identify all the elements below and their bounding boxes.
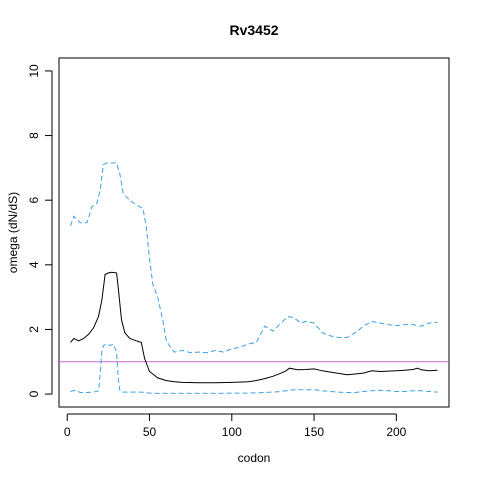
x-axis-label: codon <box>238 451 271 465</box>
series-line-upper-bound <box>70 162 438 354</box>
x-tick-label: 50 <box>143 425 157 439</box>
y-axis: 0 2 4 6 8 10 <box>27 64 53 397</box>
y-tick-label: 2 <box>27 326 41 333</box>
series-layer <box>59 162 449 394</box>
x-tick-label: 100 <box>222 425 242 439</box>
y-tick-label: 6 <box>27 197 41 204</box>
y-tick-label: 4 <box>27 261 41 268</box>
x-tick-label: 150 <box>304 425 324 439</box>
x-axis: 0 50 100 150 200 <box>64 413 407 439</box>
x-tick-label: 0 <box>64 425 71 439</box>
y-tick-label: 10 <box>27 64 41 78</box>
series-line-estimate <box>70 271 438 384</box>
chart-title: Rv3452 <box>229 22 278 38</box>
y-tick-label: 0 <box>27 390 41 397</box>
series-line-lower-bound <box>70 343 438 394</box>
x-tick-label: 200 <box>386 425 406 439</box>
y-axis-label: omega (dN/dS) <box>6 192 20 273</box>
plot-frame <box>58 57 450 408</box>
y-tick-label: 8 <box>27 132 41 139</box>
